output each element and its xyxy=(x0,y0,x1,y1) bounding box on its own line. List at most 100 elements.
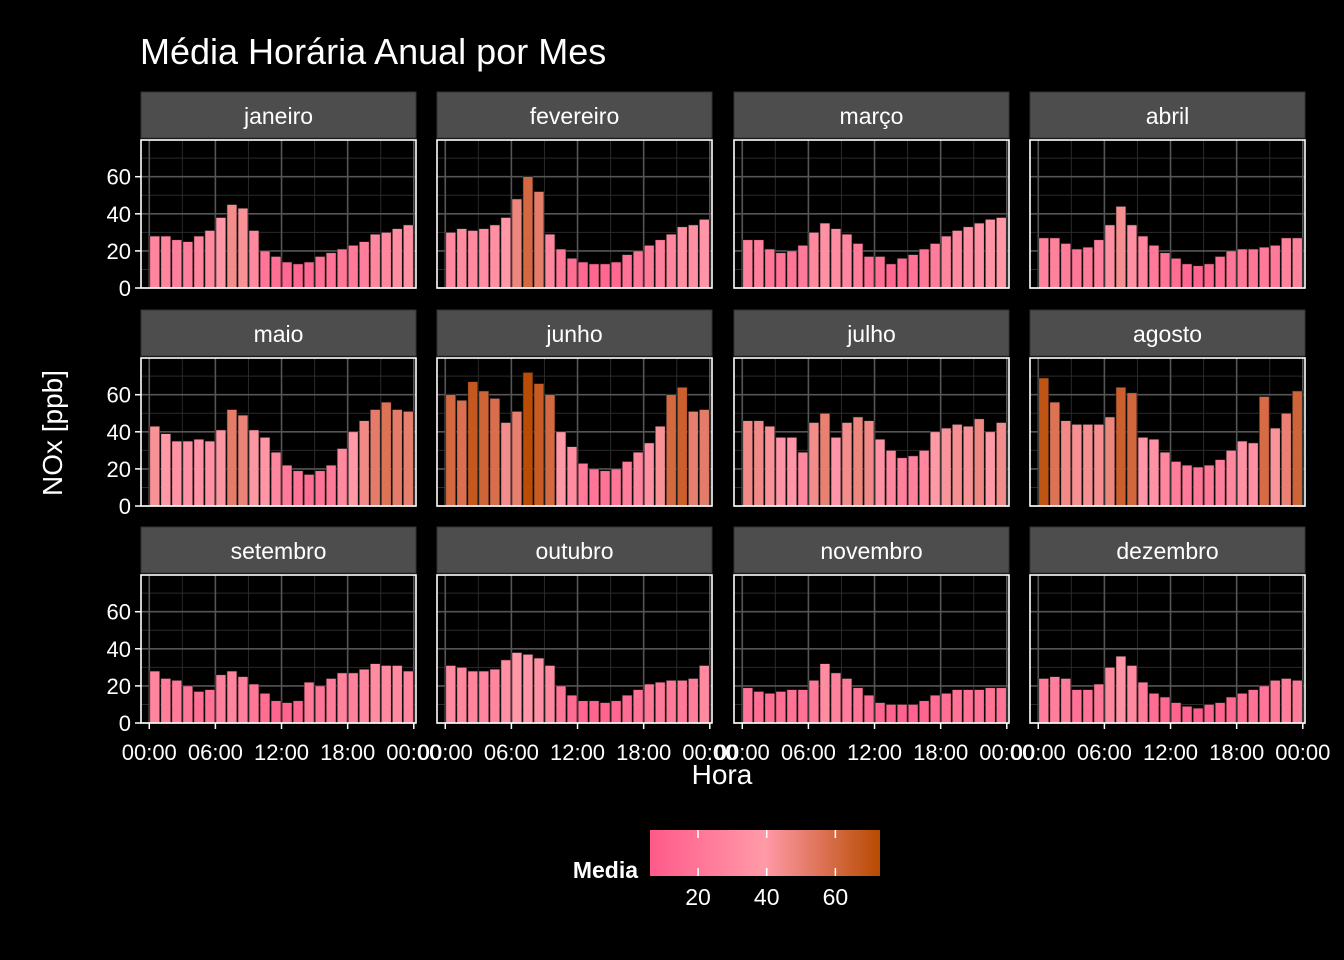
facet-strip xyxy=(733,526,1010,574)
bar xyxy=(160,235,172,289)
bar xyxy=(841,422,853,507)
bar xyxy=(1258,685,1270,724)
bar xyxy=(511,652,523,724)
bar xyxy=(830,437,842,507)
bar xyxy=(1292,237,1303,289)
color-legend: Media 20 40 60 xyxy=(573,830,880,910)
bar xyxy=(1214,459,1226,507)
bar xyxy=(1214,256,1226,289)
bar xyxy=(292,263,304,289)
bar xyxy=(852,243,864,289)
bar xyxy=(951,689,963,724)
bar xyxy=(1225,250,1237,289)
x-tick-label: 12:00 xyxy=(1143,740,1198,765)
bar xyxy=(753,691,765,724)
bar xyxy=(599,263,611,289)
bar xyxy=(885,263,897,289)
bar xyxy=(688,678,699,724)
bar xyxy=(852,687,864,724)
bar xyxy=(985,687,996,724)
bar xyxy=(149,235,161,289)
bar xyxy=(863,256,875,289)
bar xyxy=(951,230,963,289)
bar xyxy=(599,702,611,724)
bar xyxy=(688,411,699,507)
bar xyxy=(380,401,392,507)
bar xyxy=(940,693,952,724)
bar xyxy=(577,261,589,289)
bar xyxy=(841,678,853,724)
bar xyxy=(1060,420,1072,507)
bar xyxy=(775,437,787,507)
bar xyxy=(1082,424,1094,507)
bar xyxy=(392,409,403,507)
bar xyxy=(764,425,776,507)
bar xyxy=(237,414,249,507)
facet-strip xyxy=(1029,91,1306,139)
bar xyxy=(1269,245,1281,289)
y-tick-label: 40 xyxy=(107,637,131,662)
bar xyxy=(1192,466,1204,507)
bar xyxy=(171,239,183,289)
bar xyxy=(1292,390,1303,507)
y-tick-label: 0 xyxy=(119,494,131,519)
bar xyxy=(303,474,315,507)
bar xyxy=(347,245,359,289)
bar xyxy=(588,468,600,507)
bar xyxy=(1104,416,1116,507)
bar xyxy=(610,468,622,507)
bar xyxy=(336,448,348,507)
x-tick-label: 00:00 xyxy=(682,740,737,765)
x-tick-label: 00:00 xyxy=(979,740,1034,765)
bar xyxy=(951,424,963,507)
bar xyxy=(985,431,996,507)
bar xyxy=(643,683,655,724)
bar xyxy=(566,694,578,724)
bar xyxy=(403,670,414,724)
facet-strip xyxy=(140,309,417,357)
bar xyxy=(1148,438,1160,507)
bar xyxy=(764,248,776,289)
bar xyxy=(940,235,952,289)
bar xyxy=(369,409,381,507)
bar xyxy=(1258,396,1270,507)
bar xyxy=(215,429,227,507)
bar xyxy=(467,670,479,724)
bar xyxy=(742,239,754,289)
bar xyxy=(1203,704,1215,724)
facet-strip xyxy=(436,91,713,139)
bar xyxy=(676,226,688,289)
bar xyxy=(358,420,370,507)
facet-strip-label: abril xyxy=(1146,103,1189,129)
bar xyxy=(1225,696,1237,724)
bar xyxy=(1082,246,1094,289)
legend-tick-label: 40 xyxy=(754,884,780,910)
facet-panel-4: maio 0 20 40 60 xyxy=(107,309,417,519)
facet-strip-label: maio xyxy=(254,321,304,347)
bar xyxy=(533,383,545,507)
bar xyxy=(193,438,205,507)
facet-strip-label: setembro xyxy=(231,538,327,564)
x-tick-label: 06:00 xyxy=(188,740,243,765)
y-tick-label: 20 xyxy=(107,239,131,264)
bar xyxy=(621,461,633,507)
bar xyxy=(632,250,644,289)
bar xyxy=(281,261,293,289)
bar xyxy=(896,704,908,724)
bar xyxy=(456,399,468,507)
bar xyxy=(962,226,974,289)
bar xyxy=(500,217,512,289)
bar xyxy=(1104,224,1116,289)
x-tick-label: 12:00 xyxy=(254,740,309,765)
bar xyxy=(797,451,809,507)
bar xyxy=(885,450,897,507)
bar xyxy=(1049,676,1061,724)
bar xyxy=(665,394,677,507)
bar xyxy=(699,219,710,289)
facet-panel-11: dezembro 00:00 06:00 12:00 18:00 00:00 xyxy=(1011,526,1330,765)
bar xyxy=(819,663,831,724)
legend-tick-label: 20 xyxy=(685,884,711,910)
bar xyxy=(226,670,238,724)
bar xyxy=(1159,252,1171,289)
